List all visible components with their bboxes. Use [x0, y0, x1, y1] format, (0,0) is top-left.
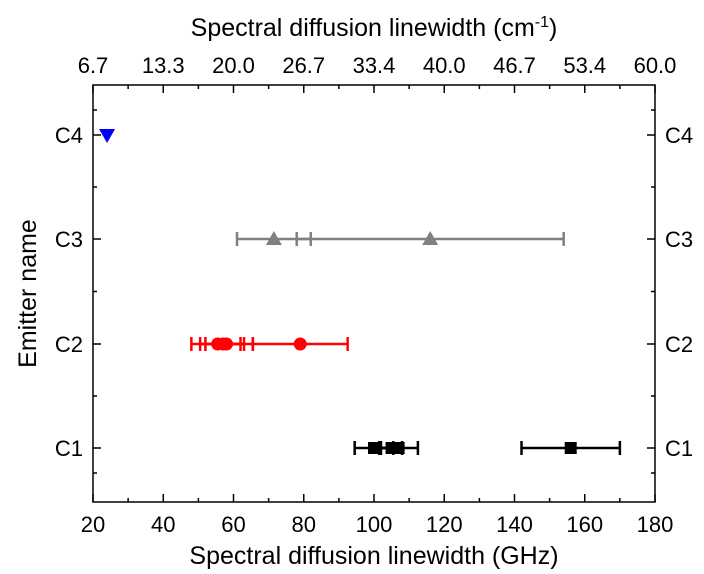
data-point	[564, 442, 577, 454]
x-tick-label: 160	[566, 512, 603, 537]
y-right-tick-label: C2	[665, 332, 693, 357]
series-C4	[99, 129, 116, 143]
x-tick-label: 60	[221, 512, 245, 537]
top-tick-label: 13.3	[142, 53, 185, 78]
x-tick-label: 180	[637, 512, 674, 537]
x-tick-label: 120	[426, 512, 463, 537]
top-axis-title-superscript: -1	[535, 14, 549, 31]
y-tick-label: C4	[55, 123, 83, 148]
top-tick-label: 40.0	[423, 53, 466, 78]
y-tick-label: C3	[55, 227, 83, 252]
x-tick-label: 80	[292, 512, 316, 537]
data-point	[99, 129, 116, 143]
y-tick-label: C2	[55, 332, 83, 357]
y-right-tick-label: C3	[665, 227, 693, 252]
data-point	[293, 337, 307, 351]
plot-frame	[92, 84, 656, 503]
y-right-tick-label: C1	[665, 436, 693, 461]
marks-layer	[99, 129, 622, 455]
top-tick-label: 33.4	[353, 53, 396, 78]
data-point	[219, 337, 233, 351]
x-tick-label: 140	[496, 512, 533, 537]
data-point	[265, 231, 282, 245]
data-point	[392, 442, 405, 454]
x-tick-label: 40	[151, 512, 175, 537]
top-axis-title: Spectral diffusion linewidth (cm-1)	[191, 14, 558, 42]
top-tick-label: 46.7	[493, 53, 536, 78]
data-point	[422, 231, 439, 245]
ticks-layer	[92, 85, 656, 502]
top-axis-title-end: )	[549, 14, 557, 42]
series-C2	[190, 337, 349, 351]
top-tick-label: 53.4	[563, 53, 606, 78]
series-C1	[353, 441, 622, 455]
x-axis-title: Spectral diffusion linewidth (GHz)	[189, 542, 558, 570]
top-axis-title-main: Spectral diffusion linewidth (cm	[191, 14, 535, 42]
labels-layer: 20 40 60 80 100 120 140 160 180 6.7 13.3 20.0 26.7 33…	[55, 53, 693, 537]
series-C3	[235, 231, 565, 246]
top-tick-label: 60.0	[634, 53, 677, 78]
top-tick-label: 6.7	[78, 53, 109, 78]
top-tick-label: 26.7	[282, 53, 325, 78]
y-axis-title: Emitter name	[14, 219, 42, 368]
x-tick-label: 100	[356, 512, 393, 537]
y-right-tick-label: C4	[665, 123, 693, 148]
top-tick-label: 20.0	[212, 53, 255, 78]
y-tick-label: C1	[55, 436, 83, 461]
x-tick-label: 20	[81, 512, 105, 537]
data-point	[368, 442, 380, 454]
